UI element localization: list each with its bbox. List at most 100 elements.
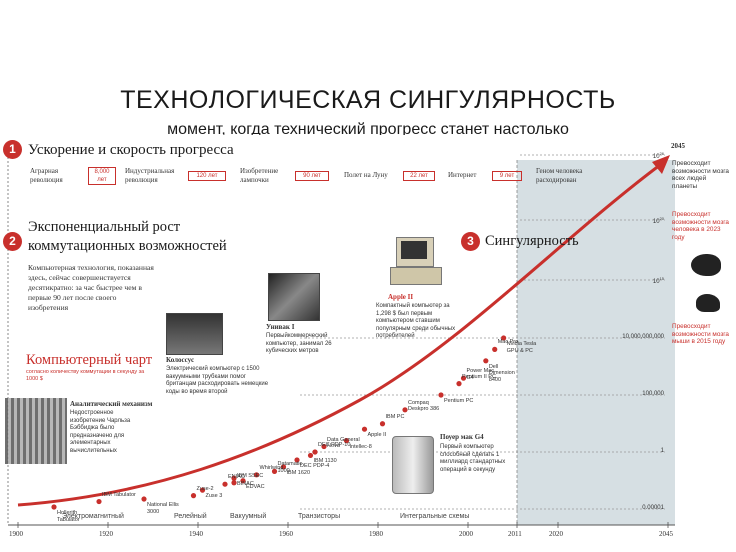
x-tick-label: 1940 (189, 530, 203, 538)
step-internet: Интернет (448, 171, 477, 179)
note-mouse-2015: Превосходит возможности мозга мыши в 201… (672, 323, 729, 346)
x-tick-label: 1900 (9, 530, 23, 538)
data-point (280, 464, 287, 470)
point-label: IBM 1620 (286, 469, 311, 476)
section2-body: Компьютерная технология, показанная здес… (28, 263, 154, 312)
univac-body: Первыйкоммерческий компьютер, занимал 26… (266, 333, 332, 354)
y-tick-label: 0.00001 (642, 505, 664, 511)
chart-heading-sub: согласно количеству коммутации в секунду… (26, 369, 145, 382)
data-point (483, 358, 489, 364)
point-label: Pentium PC (444, 398, 474, 404)
data-point (199, 487, 206, 493)
era-label: Транзисторы (296, 513, 343, 520)
x-tick-label: 2020 (549, 530, 563, 538)
apple-body: Компактный компьютер за 1,298 $ был перв… (376, 303, 456, 339)
note-human-2023: Превосходит возможности мозга человека в… (672, 211, 729, 241)
year-2045: 2045 (671, 142, 685, 150)
data-point (271, 468, 278, 474)
data-point (294, 457, 300, 463)
progress-timeline: Аграрная революция 8,000 лет Индустриаль… (30, 167, 590, 187)
data-point (51, 504, 57, 510)
y-tick-label: 100,000 (642, 391, 664, 397)
section2-heading-1: Экспоненциальный рост (28, 219, 181, 235)
point-label: BINAC (237, 481, 254, 488)
data-point (501, 335, 507, 341)
step-industrial: Индустриальная революция (125, 167, 175, 184)
data-point (379, 421, 386, 427)
data-point (312, 449, 318, 455)
point-label: Mac Pro (497, 339, 519, 346)
era-label: Электромагнитный (60, 513, 126, 520)
apple-ii-image (390, 237, 442, 287)
growth-curve (17, 163, 661, 507)
data-point (231, 480, 237, 486)
univac-image (268, 273, 320, 321)
analytic-title: Аналитический механизм (70, 400, 153, 408)
x-tick-label: 2011 (508, 530, 522, 538)
future-shade (517, 160, 675, 525)
gap-industrial: 120 лет (188, 171, 226, 181)
gap-moon: 22 лет (403, 171, 435, 181)
data-point (321, 443, 327, 450)
g4-body: Первый компьютер способный сделать 1 мил… (440, 444, 506, 473)
point-label: Intellec-8 (349, 443, 372, 450)
gap-bulb: 90 лет (295, 171, 329, 181)
mouse-icon (696, 294, 720, 312)
page-subtitle: момент, когда технический прогресс стане… (167, 121, 569, 135)
point-label: IBM 1130 (313, 458, 337, 465)
curve-arrowhead (652, 155, 670, 174)
data-point (190, 493, 197, 499)
point-label: Datamatic 1000 (277, 461, 303, 474)
era-label: Релейный (172, 513, 209, 520)
step-bulb: Изобретение лампочки (240, 167, 279, 184)
point-label: Nvidia Tesla GPU & PC (506, 341, 537, 354)
data-point (456, 381, 462, 387)
note-all-humans: Превосходит возможности мозга всех людей… (672, 160, 729, 190)
univac-title: Унивак I (266, 323, 295, 331)
y-tick-label: 1015 (652, 276, 664, 285)
y-tick-label: 1 (660, 448, 664, 454)
point-label: Dell Dimension 8400 (488, 363, 515, 383)
y-tick-label: 1026 (652, 151, 664, 160)
point-label: Apple II (367, 432, 387, 439)
x-tick-label: 2000 (459, 530, 473, 538)
point-label: Power Mac G4 (466, 368, 495, 381)
point-label: Zuse 3 (205, 493, 223, 500)
point-label: IBM Tabulator (102, 491, 136, 498)
point-label: Whirlwind (259, 464, 284, 471)
era-label: Интегральные схемы (398, 513, 472, 520)
point-label: DEC PDP-10 (318, 442, 351, 448)
section1-heading: Ускорение и скорость прогресса (28, 142, 234, 158)
step-genome: Геном человека расходирован (536, 167, 583, 184)
x-tick-label: 2045 (659, 530, 673, 538)
data-point (222, 481, 228, 487)
data-point (253, 472, 260, 478)
apple-title: Apple II (388, 293, 414, 301)
analytic-body: Недостроенное изобретение Чарльза Бэббид… (70, 410, 131, 454)
analytic-engine-image (5, 398, 67, 464)
data-point (96, 498, 102, 505)
chart-heading: Компьютерный чарт (26, 352, 153, 368)
gap-internet: 9 лет (492, 171, 522, 181)
point-label: DEC PDP-4 (300, 462, 330, 469)
data-point (460, 375, 467, 381)
point-label: Pentium II PC (462, 373, 496, 380)
power-mac-image (392, 436, 434, 494)
section3-heading: Сингулярность (485, 233, 579, 249)
brain-icon (691, 254, 721, 276)
y-tick-label: 1020 (652, 216, 664, 225)
era-label: Вакуумный (228, 513, 269, 520)
x-tick-label: 1960 (279, 530, 293, 538)
data-point (361, 426, 368, 432)
point-label: ENIAC (228, 474, 245, 481)
point-label: National Ellis 3000 (147, 502, 179, 515)
step-moon: Полет на Луну (344, 171, 388, 179)
data-point (240, 478, 246, 484)
badge-3: 3 (461, 232, 480, 251)
data-point (402, 407, 408, 413)
badge-1: 1 (3, 140, 22, 159)
page-title: ТЕХНОЛОГИЧЕСКАЯ СИНГУЛЯРНОСТЬ (120, 86, 616, 114)
x-tick-label: 1920 (99, 530, 113, 538)
badge-2: 2 (3, 232, 22, 251)
